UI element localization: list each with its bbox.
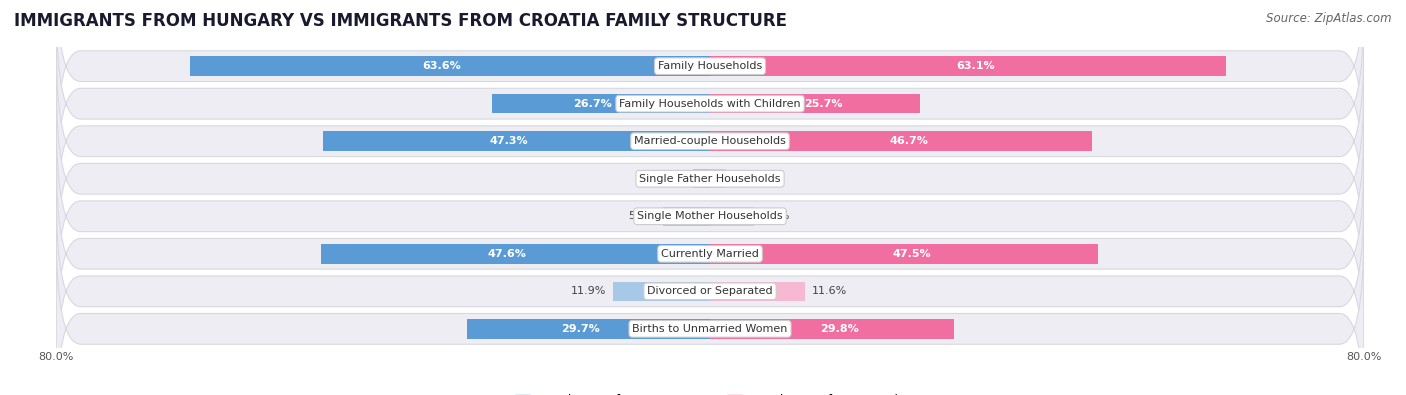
Bar [710, 94, 920, 113]
Bar [321, 244, 710, 263]
Bar [710, 319, 953, 339]
Legend: Immigrants from Hungary, Immigrants from Croatia: Immigrants from Hungary, Immigrants from… [515, 394, 905, 395]
Text: 47.6%: 47.6% [488, 249, 527, 259]
Text: Single Father Households: Single Father Households [640, 174, 780, 184]
Text: 63.6%: 63.6% [423, 61, 461, 71]
Bar [190, 56, 710, 76]
Text: 63.1%: 63.1% [956, 61, 995, 71]
Bar [664, 207, 710, 226]
Text: IMMIGRANTS FROM HUNGARY VS IMMIGRANTS FROM CROATIA FAMILY STRUCTURE: IMMIGRANTS FROM HUNGARY VS IMMIGRANTS FR… [14, 12, 787, 30]
Text: 46.7%: 46.7% [890, 136, 928, 146]
Bar [710, 132, 1091, 151]
Text: Married-couple Households: Married-couple Households [634, 136, 786, 146]
Text: 29.7%: 29.7% [561, 324, 600, 334]
Bar [492, 94, 710, 113]
Bar [693, 169, 710, 188]
Text: Family Households: Family Households [658, 61, 762, 71]
Text: 2.0%: 2.0% [733, 174, 761, 184]
Text: Single Mother Households: Single Mother Households [637, 211, 783, 221]
FancyBboxPatch shape [56, 119, 1364, 314]
Text: 47.5%: 47.5% [893, 249, 932, 259]
Bar [613, 282, 710, 301]
Bar [323, 132, 710, 151]
Bar [710, 244, 1098, 263]
Text: 29.8%: 29.8% [821, 324, 859, 334]
Bar [467, 319, 710, 339]
FancyBboxPatch shape [56, 81, 1364, 276]
Bar [710, 169, 727, 188]
Text: Currently Married: Currently Married [661, 249, 759, 259]
Text: 25.7%: 25.7% [804, 99, 842, 109]
Text: 2.1%: 2.1% [658, 174, 686, 184]
Text: 26.7%: 26.7% [574, 99, 612, 109]
FancyBboxPatch shape [56, 6, 1364, 201]
FancyBboxPatch shape [56, 156, 1364, 351]
Text: Births to Unmarried Women: Births to Unmarried Women [633, 324, 787, 334]
Text: Family Households with Children: Family Households with Children [619, 99, 801, 109]
Text: 11.6%: 11.6% [811, 286, 846, 296]
Text: 11.9%: 11.9% [571, 286, 606, 296]
FancyBboxPatch shape [56, 194, 1364, 389]
FancyBboxPatch shape [56, 231, 1364, 395]
Text: Divorced or Separated: Divorced or Separated [647, 286, 773, 296]
Bar [710, 56, 1226, 76]
FancyBboxPatch shape [56, 0, 1364, 164]
FancyBboxPatch shape [56, 44, 1364, 239]
Text: 5.7%: 5.7% [628, 211, 657, 221]
Bar [710, 207, 754, 226]
Text: 47.3%: 47.3% [489, 136, 527, 146]
Text: 5.4%: 5.4% [761, 211, 789, 221]
Text: Source: ZipAtlas.com: Source: ZipAtlas.com [1267, 12, 1392, 25]
Bar [710, 282, 804, 301]
